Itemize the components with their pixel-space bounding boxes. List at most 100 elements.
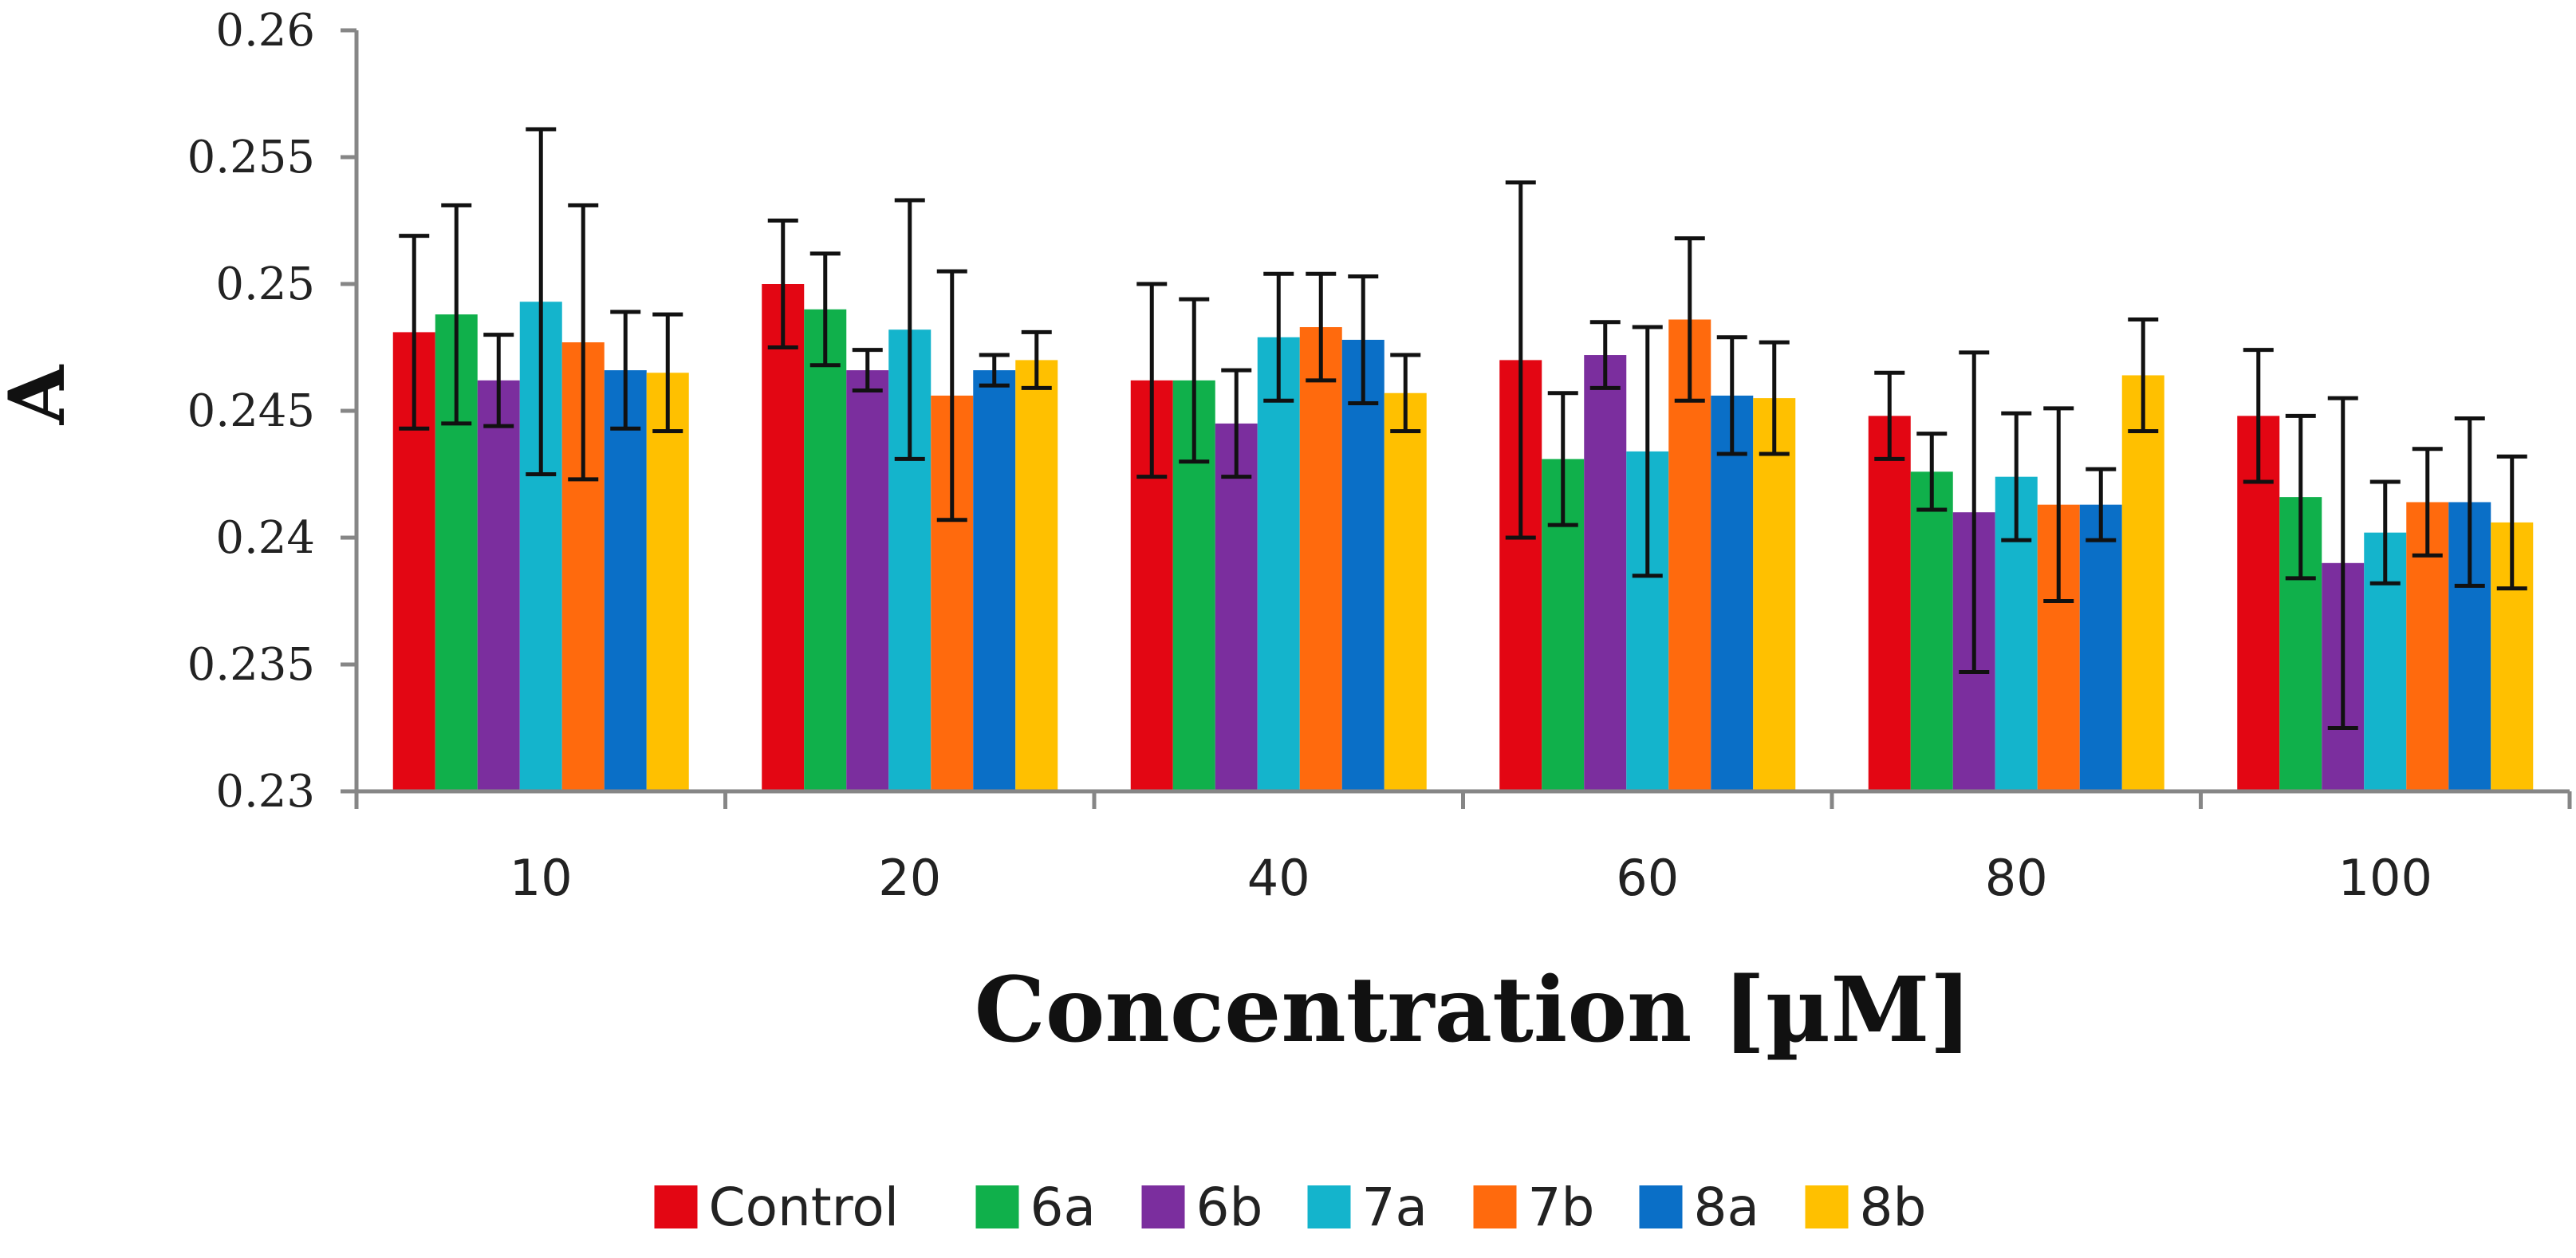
legend-item-control: Control [654, 1177, 900, 1238]
bars-layer [392, 284, 2534, 792]
bar-6a-80 [1910, 471, 1953, 791]
bar-8a-40 [1341, 339, 1385, 792]
error-bar-8a-10 [610, 310, 641, 431]
legend-item-8b: 8b [1805, 1177, 1926, 1238]
x-tick-label: 40 [1247, 849, 1310, 907]
error-bar-control-20 [767, 219, 798, 349]
y-tick-labels: 0.23 0.235 0.24 0.245 0.25 0.255 0.26 [187, 5, 315, 818]
bar-6b-60 [1584, 355, 1627, 791]
bar-6a-20 [804, 309, 847, 791]
error-bar-6a-10 [441, 203, 472, 426]
legend-item-8a: 8a [1639, 1177, 1759, 1238]
error-bar-8a-80 [2086, 467, 2117, 542]
x-axis-title: Concentration [µM] [975, 958, 1972, 1063]
bar-8b-20 [1015, 360, 1058, 791]
legend-item-7b: 7b [1473, 1177, 1595, 1238]
error-bar-6b-10 [483, 333, 514, 428]
bar-8a-20 [973, 370, 1016, 791]
legend-swatch [1473, 1185, 1517, 1228]
x-tick-label: 60 [1616, 849, 1679, 907]
error-bar-8a-20 [979, 353, 1010, 388]
bar-8b-10 [646, 373, 689, 791]
error-bar-8a-100 [2454, 416, 2485, 588]
bar-6b-20 [846, 370, 889, 791]
error-bar-7a-40 [1263, 271, 1294, 403]
error-bar-6a-20 [809, 251, 841, 368]
error-bar-6b-60 [1589, 320, 1621, 390]
error-bar-6b-20 [852, 348, 883, 393]
bar-8b-40 [1384, 392, 1427, 791]
error-bar-7a-20 [894, 198, 925, 461]
y-tick-label: 0.23 [215, 766, 315, 818]
x-tick-label: 100 [2338, 849, 2432, 907]
error-bar-7b-40 [1306, 271, 1337, 383]
error-bar-7a-80 [2001, 411, 2032, 542]
error-bar-control-100 [2243, 348, 2274, 484]
bar-control-80 [1868, 416, 1911, 791]
error-bar-6a-80 [1916, 432, 1948, 512]
x-tick-label: 20 [878, 849, 941, 907]
legend-swatch [1805, 1185, 1849, 1228]
bar-8a-60 [1711, 395, 1754, 791]
legend-item-6a: 6a [975, 1177, 1096, 1238]
bar-8a-10 [604, 370, 647, 791]
error-bar-control-40 [1136, 282, 1168, 479]
error-bar-8b-60 [1759, 340, 1790, 456]
y-tick-label: 0.235 [187, 639, 315, 691]
y-axis-title: A [0, 364, 82, 425]
legend-label: 6b [1196, 1177, 1263, 1238]
legend-swatch [975, 1185, 1019, 1228]
error-bar-control-10 [399, 234, 430, 431]
error-bar-7b-10 [568, 203, 599, 482]
legend-label: 7a [1362, 1177, 1428, 1238]
legend: Control 6a 6b 7a 7b 8a 8b [654, 1177, 1926, 1238]
error-bar-8b-100 [2496, 454, 2527, 591]
error-bar-control-80 [1874, 370, 1905, 461]
y-tick-label: 0.24 [215, 512, 315, 564]
error-bar-6a-100 [2285, 413, 2316, 581]
x-tick-label: 80 [1985, 849, 2048, 907]
error-bar-6b-40 [1221, 368, 1252, 479]
y-tick-label: 0.245 [187, 385, 315, 437]
error-bar-8b-80 [2128, 317, 2159, 433]
bar-8b-80 [2121, 375, 2164, 792]
legend-swatch [654, 1185, 698, 1228]
legend-label: 8a [1694, 1177, 1759, 1238]
bar-7b-40 [1299, 327, 1342, 791]
legend-label: 7b [1528, 1177, 1595, 1238]
bar-6b-40 [1215, 423, 1258, 791]
legend-label: 6a [1030, 1177, 1096, 1238]
axes-layer [341, 28, 2572, 809]
bar-7a-40 [1257, 337, 1300, 791]
x-tick-labels: 10 20 40 60 80 100 [510, 849, 2432, 907]
error-bar-6a-40 [1179, 297, 1210, 464]
error-bar-8b-20 [1021, 329, 1052, 390]
error-bar-7b-20 [936, 269, 967, 523]
legend-item-6b: 6b [1141, 1177, 1263, 1238]
bar-8a-80 [2079, 504, 2122, 791]
error-bars-layer [399, 127, 2527, 730]
error-bar-8a-60 [1716, 335, 1747, 456]
y-tick-label: 0.255 [187, 132, 315, 183]
error-bar-7a-100 [2369, 479, 2401, 586]
error-bar-7a-60 [1632, 325, 1663, 578]
y-tick-label: 0.25 [215, 258, 315, 310]
bar-6b-10 [477, 380, 520, 792]
legend-swatch [1639, 1185, 1683, 1228]
error-bar-8b-10 [652, 312, 683, 433]
error-bar-8b-40 [1390, 353, 1421, 433]
legend-swatch [1307, 1185, 1351, 1228]
y-tick-label: 0.26 [215, 5, 315, 57]
error-bar-6a-60 [1547, 391, 1578, 527]
error-bar-7a-10 [526, 127, 557, 476]
legend-item-7a: 7a [1307, 1177, 1428, 1238]
legend-swatch [1141, 1185, 1185, 1228]
error-bar-8a-40 [1348, 274, 1379, 405]
error-bar-6b-80 [1959, 350, 1990, 675]
bar-8b-60 [1753, 398, 1796, 791]
error-bar-7b-60 [1674, 236, 1705, 403]
error-bar-6b-100 [2327, 396, 2358, 730]
error-bar-control-60 [1505, 180, 1536, 540]
legend-label: Control [709, 1177, 900, 1238]
